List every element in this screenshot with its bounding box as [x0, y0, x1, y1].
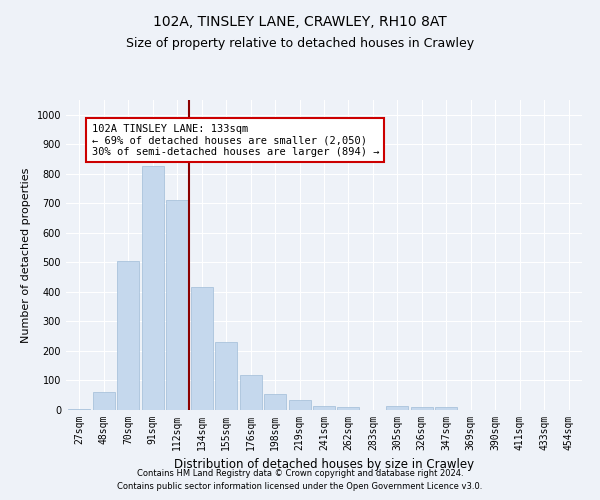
Bar [264, 394, 286, 410]
Text: Contains HM Land Registry data © Crown copyright and database right 2024.: Contains HM Land Registry data © Crown c… [137, 468, 463, 477]
Bar [118, 261, 139, 410]
Text: Contains public sector information licensed under the Open Government Licence v3: Contains public sector information licen… [118, 482, 482, 491]
Bar [386, 406, 409, 410]
Bar [337, 407, 359, 410]
Bar [191, 288, 213, 410]
Bar [166, 200, 188, 410]
Bar [411, 407, 433, 410]
Text: Size of property relative to detached houses in Crawley: Size of property relative to detached ho… [126, 38, 474, 51]
Text: 102A, TINSLEY LANE, CRAWLEY, RH10 8AT: 102A, TINSLEY LANE, CRAWLEY, RH10 8AT [153, 15, 447, 29]
Bar [215, 342, 237, 410]
Bar [289, 400, 311, 410]
Bar [313, 406, 335, 410]
Text: 102A TINSLEY LANE: 133sqm
← 69% of detached houses are smaller (2,050)
30% of se: 102A TINSLEY LANE: 133sqm ← 69% of detac… [92, 124, 379, 157]
Y-axis label: Number of detached properties: Number of detached properties [21, 168, 31, 342]
X-axis label: Distribution of detached houses by size in Crawley: Distribution of detached houses by size … [174, 458, 474, 471]
Bar [68, 408, 91, 410]
Bar [142, 166, 164, 410]
Bar [239, 374, 262, 410]
Bar [93, 392, 115, 410]
Bar [435, 407, 457, 410]
